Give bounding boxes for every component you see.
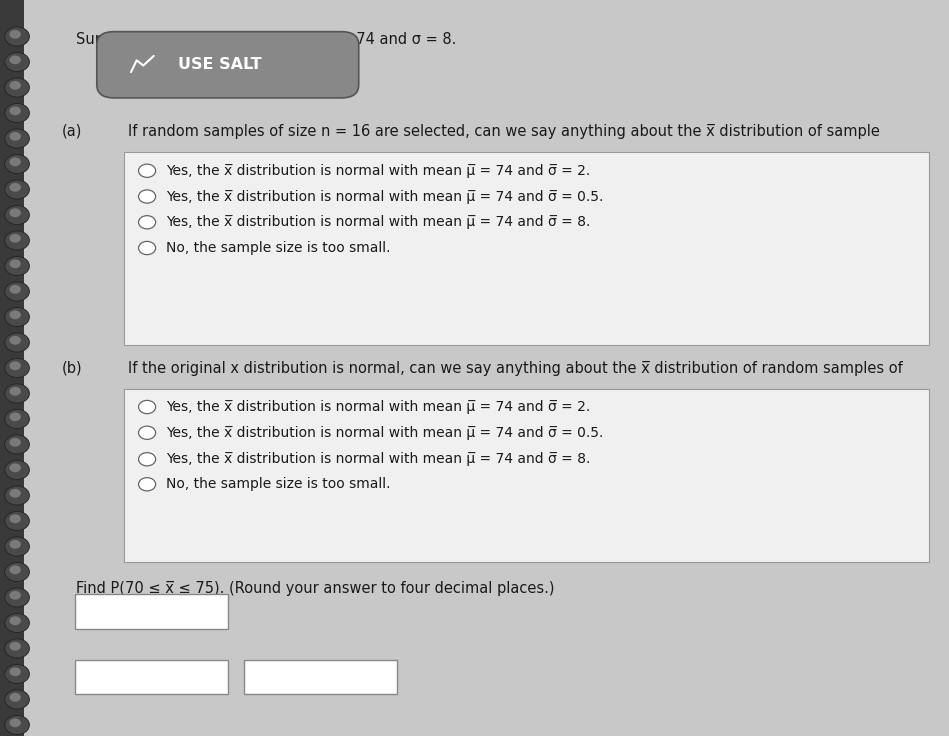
Circle shape	[5, 613, 29, 632]
Circle shape	[9, 693, 21, 701]
Circle shape	[5, 486, 29, 505]
Circle shape	[5, 205, 29, 224]
Circle shape	[5, 665, 29, 684]
Circle shape	[5, 358, 29, 378]
Text: (a): (a)	[62, 124, 82, 138]
FancyBboxPatch shape	[124, 152, 929, 345]
Text: If the original x distribution is normal, can we say anything about the x̅ distr: If the original x distribution is normal…	[128, 361, 902, 375]
Circle shape	[9, 540, 21, 549]
Circle shape	[9, 514, 21, 523]
Text: If random samples of size n = 16 are selected, can we say anything about the x̅ : If random samples of size n = 16 are sel…	[128, 124, 880, 138]
Circle shape	[139, 190, 156, 203]
Circle shape	[9, 591, 21, 600]
Circle shape	[5, 562, 29, 581]
Circle shape	[5, 180, 29, 199]
Text: USE SALT: USE SALT	[178, 57, 262, 72]
Circle shape	[9, 361, 21, 370]
FancyBboxPatch shape	[124, 389, 929, 562]
Circle shape	[9, 489, 21, 498]
Circle shape	[9, 311, 21, 319]
Circle shape	[5, 461, 29, 480]
Circle shape	[139, 478, 156, 491]
Circle shape	[9, 132, 21, 141]
Circle shape	[9, 107, 21, 116]
Circle shape	[9, 565, 21, 574]
Circle shape	[5, 104, 29, 123]
Text: Yes, the x̅ distribution is normal with mean μ̅ = 74 and σ̅ = 2.: Yes, the x̅ distribution is normal with …	[166, 163, 590, 178]
Circle shape	[139, 241, 156, 255]
Circle shape	[9, 30, 21, 39]
Circle shape	[9, 259, 21, 268]
Circle shape	[5, 537, 29, 556]
Circle shape	[9, 616, 21, 625]
Circle shape	[9, 718, 21, 727]
Circle shape	[9, 285, 21, 294]
FancyBboxPatch shape	[244, 660, 397, 694]
Circle shape	[5, 78, 29, 97]
Circle shape	[139, 400, 156, 414]
Circle shape	[139, 426, 156, 439]
Circle shape	[9, 234, 21, 243]
Circle shape	[5, 256, 29, 275]
Circle shape	[139, 453, 156, 466]
Circle shape	[5, 715, 29, 735]
Circle shape	[5, 333, 29, 352]
Circle shape	[5, 282, 29, 301]
Text: size 16?: size 16?	[128, 389, 187, 403]
Text: (b): (b)	[62, 361, 83, 375]
Circle shape	[9, 55, 21, 64]
Circle shape	[5, 52, 29, 71]
FancyBboxPatch shape	[97, 32, 359, 98]
Text: Suppose x has a distribution with μ = 74 and σ = 8.: Suppose x has a distribution with μ = 74…	[76, 32, 456, 46]
Circle shape	[9, 183, 21, 192]
FancyBboxPatch shape	[75, 660, 228, 694]
Text: No, the sample size is too small.: No, the sample size is too small.	[166, 477, 391, 492]
Circle shape	[9, 464, 21, 473]
Circle shape	[5, 690, 29, 709]
Circle shape	[5, 129, 29, 148]
Text: means?: means?	[128, 152, 185, 166]
FancyBboxPatch shape	[75, 594, 228, 629]
Circle shape	[5, 512, 29, 531]
Text: Yes, the x̅ distribution is normal with mean μ̅ = 74 and σ̅ = 2.: Yes, the x̅ distribution is normal with …	[166, 400, 590, 414]
Text: Find P(70 ≤ x̅ ≤ 75). (Round your answer to four decimal places.): Find P(70 ≤ x̅ ≤ 75). (Round your answer…	[76, 581, 554, 596]
Circle shape	[9, 158, 21, 166]
Circle shape	[5, 409, 29, 428]
Circle shape	[5, 384, 29, 403]
Circle shape	[9, 81, 21, 90]
Text: Yes, the x̅ distribution is normal with mean μ̅ = 74 and σ̅ = 8.: Yes, the x̅ distribution is normal with …	[166, 215, 590, 230]
FancyBboxPatch shape	[0, 0, 24, 736]
Text: Yes, the x̅ distribution is normal with mean μ̅ = 74 and σ̅ = 0.5.: Yes, the x̅ distribution is normal with …	[166, 189, 604, 204]
Circle shape	[9, 438, 21, 447]
Circle shape	[9, 668, 21, 676]
Circle shape	[5, 435, 29, 454]
Text: No, the sample size is too small.: No, the sample size is too small.	[166, 241, 391, 255]
Circle shape	[5, 308, 29, 327]
Circle shape	[5, 588, 29, 607]
Circle shape	[5, 639, 29, 658]
Circle shape	[9, 208, 21, 217]
Circle shape	[5, 27, 29, 46]
Circle shape	[9, 336, 21, 344]
Text: Yes, the x̅ distribution is normal with mean μ̅ = 74 and σ̅ = 8.: Yes, the x̅ distribution is normal with …	[166, 452, 590, 467]
Circle shape	[9, 412, 21, 421]
Circle shape	[139, 216, 156, 229]
Circle shape	[5, 231, 29, 250]
Text: Yes, the x̅ distribution is normal with mean μ̅ = 74 and σ̅ = 0.5.: Yes, the x̅ distribution is normal with …	[166, 425, 604, 440]
Circle shape	[9, 642, 21, 651]
Circle shape	[139, 164, 156, 177]
Circle shape	[9, 387, 21, 396]
Circle shape	[5, 155, 29, 174]
